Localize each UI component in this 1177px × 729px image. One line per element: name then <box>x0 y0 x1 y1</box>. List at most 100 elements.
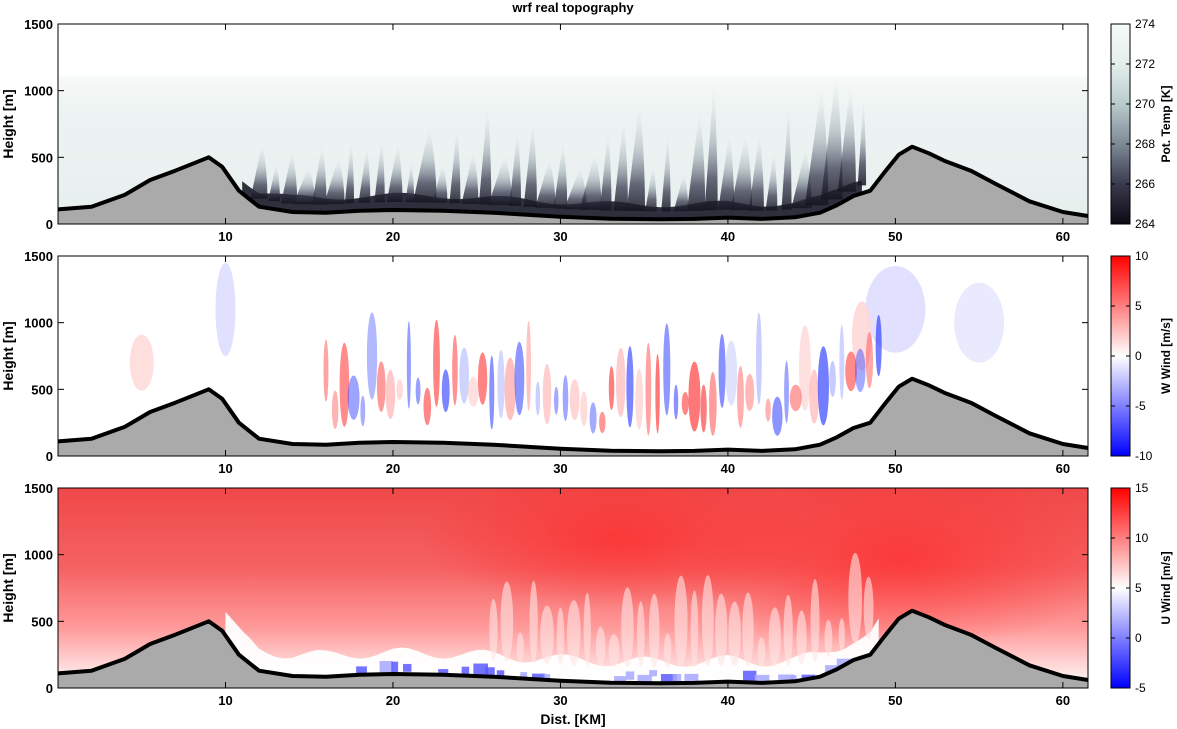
w-wind-blob <box>129 334 154 391</box>
colorbar-tick-label: 266 <box>1135 177 1155 191</box>
w-wind-cell <box>360 395 366 427</box>
terrain-fill <box>58 610 1088 688</box>
w-wind-cell <box>452 334 458 406</box>
w-wind-cell <box>673 384 679 420</box>
w-wind-cell <box>504 357 516 421</box>
terrain-fill <box>58 146 1088 224</box>
xlabel-dist: Dist. [KM] <box>540 711 605 727</box>
w-wind-cell <box>423 387 432 426</box>
u-wind-reversal-cell <box>520 672 528 679</box>
colorbar-tick-label: 5 <box>1135 581 1142 595</box>
cold-plume <box>432 163 448 203</box>
cold-plume <box>523 118 537 207</box>
colorbar-tick-label: 10 <box>1135 249 1149 263</box>
u-wind-reversal-cell <box>625 671 635 680</box>
colorbar-label: Pot. Temp [K] <box>1159 85 1173 162</box>
cold-plume <box>268 162 281 202</box>
terrain-pot-temp <box>57 144 1089 224</box>
u-wind-streak <box>489 598 498 661</box>
w-wind-cell <box>839 325 845 400</box>
w-wind-cell <box>765 398 771 422</box>
cold-plume <box>478 103 492 205</box>
ylabel-u-wind: Height [m] <box>0 553 16 622</box>
cold-plume <box>324 157 345 205</box>
w-wind-cell <box>489 355 495 430</box>
u-wind-streak <box>500 581 514 662</box>
w-wind-cell <box>854 348 866 393</box>
u-wind-streak <box>728 601 741 666</box>
cold-plume <box>781 102 792 210</box>
cold-plume <box>645 164 657 212</box>
w-wind-cell <box>396 379 404 400</box>
cold-plume <box>718 132 735 210</box>
cold-plume <box>804 86 829 206</box>
cold-plume <box>405 160 415 203</box>
colorbar-pot-temp: 264 266 268 270 272 274 Pot. Temp [K] <box>1110 17 1173 231</box>
w-wind-cell <box>829 360 836 397</box>
y-tick-label: 1000 <box>24 84 53 99</box>
u-wind-streak <box>567 600 581 666</box>
x-tick-label: 60 <box>1056 461 1070 476</box>
u-wind-reversal-cell <box>836 658 851 667</box>
colorbar-u-wind: -5 0 5 10 15 U Wind [m/s] <box>1110 481 1173 695</box>
colorbar-tick-label: 264 <box>1135 217 1155 231</box>
w-wind-cell <box>366 312 378 400</box>
w-wind-cell <box>772 396 783 436</box>
cold-plume <box>311 143 327 205</box>
cold-plume <box>250 142 268 199</box>
ylabel-w-wind: Height [m] <box>0 321 16 390</box>
terrain-outline <box>57 144 1089 222</box>
terrain-fill <box>58 378 1088 456</box>
cold-plume <box>358 145 371 203</box>
axes-pot-temp: 10 20 30 40 50 60 0 500 1000 1500 <box>24 17 1088 244</box>
x-tick-label: 30 <box>553 229 567 244</box>
w-wind-cell <box>553 386 559 415</box>
cold-plume <box>857 96 867 186</box>
cold-plume <box>374 137 385 203</box>
cold-plume <box>748 132 764 211</box>
u-wind-reversal <box>225 552 879 688</box>
u-wind-streak <box>715 593 728 666</box>
w-wind-cell <box>875 314 882 377</box>
w-wind-blob <box>865 266 926 353</box>
w-wind-cell <box>514 341 525 416</box>
cold-plume <box>509 128 522 206</box>
x-tick-label: 20 <box>386 229 400 244</box>
cold-plume <box>730 132 753 211</box>
x-tick-label: 10 <box>218 693 232 708</box>
w-wind-cell <box>497 349 505 419</box>
w-wind-cell <box>635 368 644 430</box>
u-wind-reversal-cell <box>672 674 682 687</box>
u-wind-streak <box>583 592 591 666</box>
y-tick-label: 1500 <box>24 249 53 264</box>
colorbar-tick-label: -5 <box>1135 399 1146 413</box>
w-wind-cell <box>718 333 726 408</box>
colorbar-w-wind: -10 -5 0 5 10 W Wind [m/s] <box>1110 249 1173 463</box>
figure-title: wrf real topography <box>511 0 634 15</box>
x-tick-label: 50 <box>888 693 902 708</box>
colorbar-tick-label: 0 <box>1135 349 1142 363</box>
w-wind-cell <box>725 340 738 406</box>
cold-plume <box>553 140 568 209</box>
x-tick-label: 20 <box>386 461 400 476</box>
w-wind-cell <box>385 369 396 420</box>
u-wind-streak <box>742 592 754 667</box>
cold-plume <box>488 154 513 206</box>
w-wind-cell <box>645 342 652 436</box>
cold-plume <box>386 142 403 203</box>
u-wind-streak <box>621 587 634 667</box>
u-wind-streak <box>838 618 845 651</box>
u-wind-streak <box>796 610 807 665</box>
w-wind-cell <box>542 363 552 425</box>
w-wind-cell <box>663 323 671 416</box>
w-wind-cell <box>415 377 421 405</box>
x-tick-label: 10 <box>218 229 232 244</box>
u-wind-streak <box>540 605 554 664</box>
cold-plume <box>599 130 612 211</box>
colorbar-tick-label: -10 <box>1135 449 1153 463</box>
u-wind-streak <box>674 575 688 668</box>
u-wind-streak <box>663 633 672 668</box>
w-wind-cell <box>526 320 531 411</box>
